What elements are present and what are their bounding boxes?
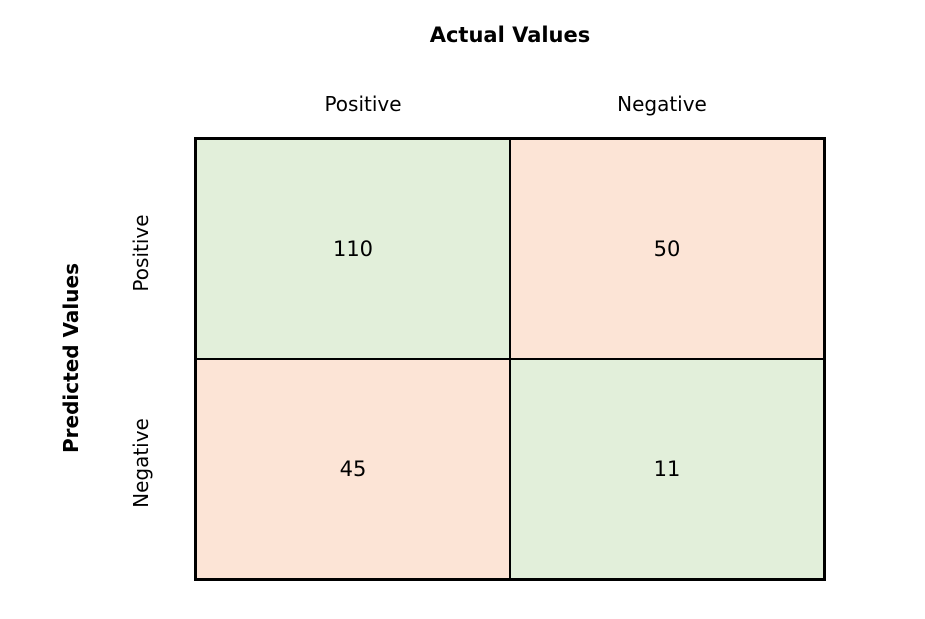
confusion-matrix: 110 50 45 11 bbox=[194, 137, 826, 581]
row-label-negative: Negative bbox=[129, 418, 153, 508]
column-label-negative: Negative bbox=[617, 92, 707, 116]
row-label-positive: Positive bbox=[129, 214, 153, 292]
cell-true-negative: 11 bbox=[510, 359, 823, 578]
actual-values-title: Actual Values bbox=[429, 23, 591, 47]
cell-true-positive: 110 bbox=[197, 140, 510, 359]
predicted-values-label: Predicted Values bbox=[59, 263, 83, 453]
cell-false-negative: 45 bbox=[197, 359, 510, 578]
column-label-positive: Positive bbox=[324, 92, 402, 116]
cell-false-positive: 50 bbox=[510, 140, 823, 359]
